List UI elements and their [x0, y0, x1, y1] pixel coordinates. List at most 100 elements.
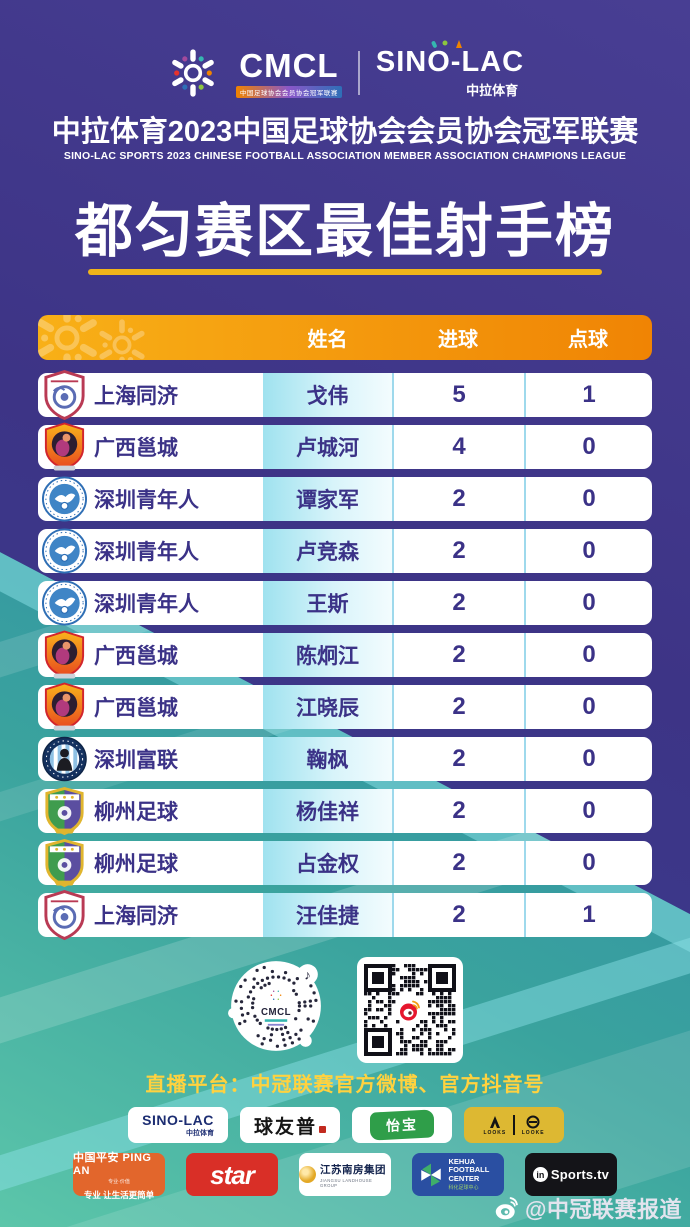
player-name: 卢竞森	[263, 529, 392, 573]
snowflake-watermark-icon	[94, 317, 150, 360]
table-row: 广西邕城 卢城河 4 0	[38, 425, 652, 469]
player-name: 王斯	[263, 581, 392, 625]
pinwheel-icon	[420, 1163, 441, 1186]
sponsor-insports-text: Sports.tv	[550, 1167, 610, 1182]
sponsor-nanfang-text: 江苏南房集团	[320, 1163, 386, 1176]
goals-value: 5	[392, 373, 524, 417]
column-header-player: 姓名	[307, 329, 348, 351]
player-name: 谭家军	[263, 477, 392, 521]
player-name: 鞠枫	[263, 737, 392, 781]
cmcl-logo-subtext: 中国足球协会会员协会冠军联赛	[235, 85, 342, 98]
sino-lac-accent-marks	[431, 39, 462, 48]
sponsor-kehua-subtext: 科化足球中心	[448, 1185, 479, 1192]
penalties-value: 0	[524, 737, 652, 781]
sponsor-sino-lac: SINO-LAC 中拉体育	[128, 1107, 228, 1143]
cestbon-flag: 怡宝	[370, 1109, 434, 1141]
player-name: 占金权	[263, 841, 392, 885]
player-name: 杨佳祥	[263, 789, 392, 833]
team-name: 深圳青年人	[94, 541, 199, 564]
team-crest-icon	[41, 370, 88, 421]
goals-value: 2	[392, 529, 524, 573]
penalties-value: 0	[524, 477, 652, 521]
column-header-goals: 进球	[438, 329, 478, 351]
table-row: 上海同济 汪佳捷 2 1	[38, 893, 652, 937]
goals-value: 2	[392, 633, 524, 677]
sponsor-looke: LOOKS LOOKE	[464, 1107, 564, 1143]
table-row: 广西邕城 陈炯江 2 0	[38, 633, 652, 677]
red-seal-icon	[319, 1125, 326, 1133]
cmcl-logo-text: CMCL	[239, 46, 339, 84]
sponsor-kehua-text: KEHUA FOOTBALL CENTER	[448, 1156, 490, 1183]
team-name: 柳州足球	[94, 853, 178, 876]
sponsor-star: star	[186, 1153, 278, 1196]
table-header: 姓名 进球 点球	[38, 315, 652, 360]
team-name: 广西邕城	[94, 697, 178, 720]
penalties-value: 1	[524, 893, 652, 937]
weibo-handle-text: @中冠联赛报道	[525, 1197, 682, 1222]
weibo-qr-pattern	[364, 964, 456, 1056]
peak-icon	[489, 1115, 500, 1128]
brand-header: CMCL 中国足球协会会员协会冠军联赛 SINO-LAC 中拉体育	[0, 39, 690, 100]
nanfang-gold-circle-icon	[299, 1166, 316, 1183]
looke-left-mark: LOOKS	[483, 1115, 506, 1136]
sino-lac-logo-subtext: 中拉体育	[466, 82, 519, 98]
goals-value: 2	[392, 841, 524, 885]
team-name: 深圳富联	[94, 749, 178, 772]
cmcl-logo: CMCL 中国足球协会会员协会冠军联赛	[235, 46, 342, 98]
team-name: 深圳青年人	[94, 593, 199, 616]
sponsor-pingan-text: 中国平安 PING AN	[73, 1151, 152, 1177]
penalties-value: 0	[524, 581, 652, 625]
penalties-value: 0	[524, 789, 652, 833]
live-platform-caption: 直播平台：中冠联赛官方微博、官方抖音号	[145, 1074, 545, 1096]
goals-value: 2	[392, 581, 524, 625]
penalties-value: 0	[524, 841, 652, 885]
logo-divider	[357, 51, 360, 95]
player-name: 戈伟	[263, 373, 392, 417]
team-crest-icon	[41, 578, 88, 629]
looke-right-mark: LOOKE	[522, 1115, 545, 1136]
table-row: 柳州足球 占金权 2 0	[38, 841, 652, 885]
sponsor-cestbon-text: 怡宝	[386, 1116, 418, 1134]
sponsor-sino-lac-text: SINO-LAC	[142, 1111, 214, 1128]
sponsor-nanfang: 江苏南房集团 JIANGSU LANDHOUSE GROUP	[299, 1153, 391, 1196]
penalties-value: 1	[524, 373, 652, 417]
sponsor-row-2: 中国平安 PING AN 专业·价值 专业 让生活更简单 star 江苏南房集团…	[73, 1152, 617, 1200]
douyin-qr-code: ♪ CMCL	[228, 961, 321, 1051]
goals-value: 2	[392, 789, 524, 833]
team-name: 广西邕城	[94, 437, 178, 460]
player-name: 汪佳捷	[263, 893, 392, 937]
sponsor-pingan: 中国平安 PING AN 专业·价值 专业 让生活更简单	[73, 1152, 165, 1200]
sponsor-row-1: SINO-LAC 中拉体育 球友普 怡宝 LOOKS	[128, 1107, 564, 1143]
team-name: 柳州足球	[94, 801, 178, 824]
cmcl-snowflake-icon	[166, 46, 220, 100]
penalties-value: 0	[524, 633, 652, 677]
sponsor-pingan-tagline: 专业 让生活更简单	[83, 1189, 155, 1200]
team-crest-icon	[41, 682, 88, 733]
weibo-handle: @中冠联赛报道	[492, 1192, 682, 1224]
sponsor-star-text: star	[210, 1159, 255, 1190]
ring-emblem-icon	[526, 1115, 540, 1128]
sponsor-pingan-subtext: 专业·价值	[108, 1178, 130, 1185]
insports-in-badge: in	[532, 1167, 548, 1182]
sponsor-cestbon: 怡宝	[352, 1107, 452, 1143]
team-crest-icon	[41, 786, 88, 837]
table-row: 深圳青年人 王斯 2 0	[38, 581, 652, 625]
page-title: 都匀赛区最佳射手榜	[74, 199, 615, 264]
column-header-penalties: 点球	[568, 329, 608, 351]
goals-value: 2	[392, 477, 524, 521]
penalties-value: 0	[524, 425, 652, 469]
table-row: 深圳青年人 谭家军 2 0	[38, 477, 652, 521]
weibo-icon	[492, 1194, 520, 1222]
goals-value: 2	[392, 685, 524, 729]
sino-lac-logo-text: SINO-LAC	[375, 45, 525, 78]
sponsor-insports: in Sports.tv	[525, 1153, 617, 1196]
title-underline	[88, 269, 602, 275]
team-name: 上海同济	[94, 385, 178, 408]
team-crest-icon	[41, 422, 88, 473]
league-title-en: SINO-LAC SPORTS 2023 CHINESE FOOTBALL AS…	[63, 150, 627, 162]
looke-divider	[513, 1115, 515, 1135]
team-name: 深圳青年人	[94, 489, 199, 512]
looke-left-label: LOOKS	[483, 1129, 507, 1136]
table-row: 上海同济 戈伟 5 1	[38, 373, 652, 417]
